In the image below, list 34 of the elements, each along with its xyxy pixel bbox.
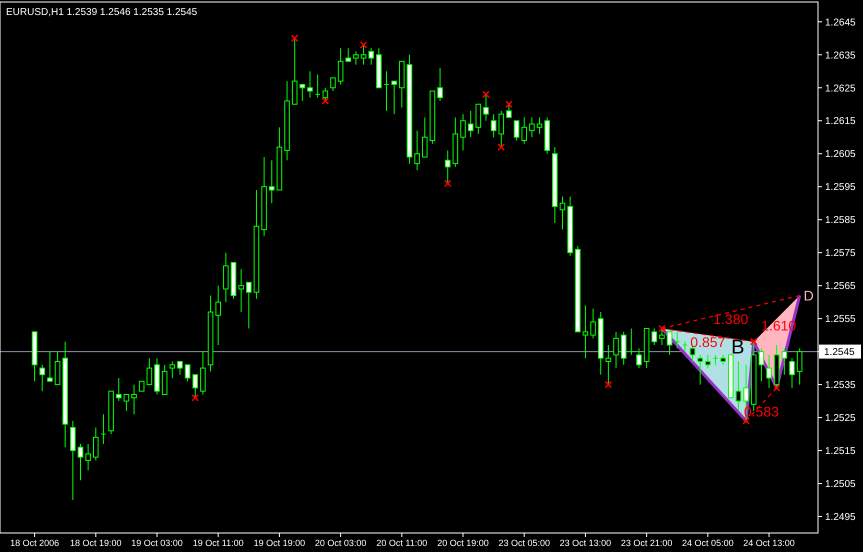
y-tick-label: 1.2625 <box>825 83 856 94</box>
y-tick-label: 1.2535 <box>825 380 856 392</box>
x-tick-label: 20 Oct 03:00 <box>314 538 366 548</box>
y-tick-label: 1.2585 <box>825 215 856 226</box>
x-tick-label: 19 Oct 03:00 <box>131 538 183 548</box>
annotation: 0.857 <box>690 334 726 350</box>
x-tick-label: 24 Oct 13:00 <box>743 538 795 548</box>
y-tick-label: 1.2605 <box>825 149 856 160</box>
y-tick-label: 1.2615 <box>825 116 856 128</box>
x-tick-label: 24 Oct 05:00 <box>682 538 734 548</box>
x-tick-label: 23 Oct 05:00 <box>498 538 550 548</box>
y-tick-label: 1.2525 <box>825 413 856 424</box>
y-tick-label: 1.2495 <box>825 512 856 524</box>
y-tick-label: 1.2565 <box>825 281 856 292</box>
y-tick-label: 1.2575 <box>825 248 856 260</box>
x-tick-label: 19 Oct 11:00 <box>192 538 244 548</box>
x-tick-label: 23 Oct 13:00 <box>560 538 612 548</box>
y-tick-label: 1.2635 <box>825 50 856 62</box>
y-tick-label: 1.2645 <box>825 17 856 28</box>
x-tick-label: 20 Oct 19:00 <box>437 538 489 548</box>
x-tick-label: 20 Oct 11:00 <box>376 538 428 548</box>
x-tick-label: 23 Oct 21:00 <box>620 538 672 548</box>
y-tick-label: 1.2595 <box>825 182 856 194</box>
y-tick-label: 1.2545 <box>824 347 856 358</box>
x-tick-label: 18 Oct 19:00 <box>70 538 122 548</box>
y-tick-label: 1.2555 <box>825 314 856 326</box>
y-tick-label: 1.2515 <box>825 446 856 458</box>
annotation: B <box>731 336 744 359</box>
annotation: 1.380 <box>713 311 749 328</box>
text: EURUSD,H1 1.2539 1.2546 1.2535 1.2545 <box>6 7 198 18</box>
x-tick-label: 19 Oct 19:00 <box>254 538 306 548</box>
x-tick-label: 18 Oct 2006 <box>10 538 60 548</box>
text: D <box>804 288 814 304</box>
y-tick-label: 1.2505 <box>825 479 856 490</box>
